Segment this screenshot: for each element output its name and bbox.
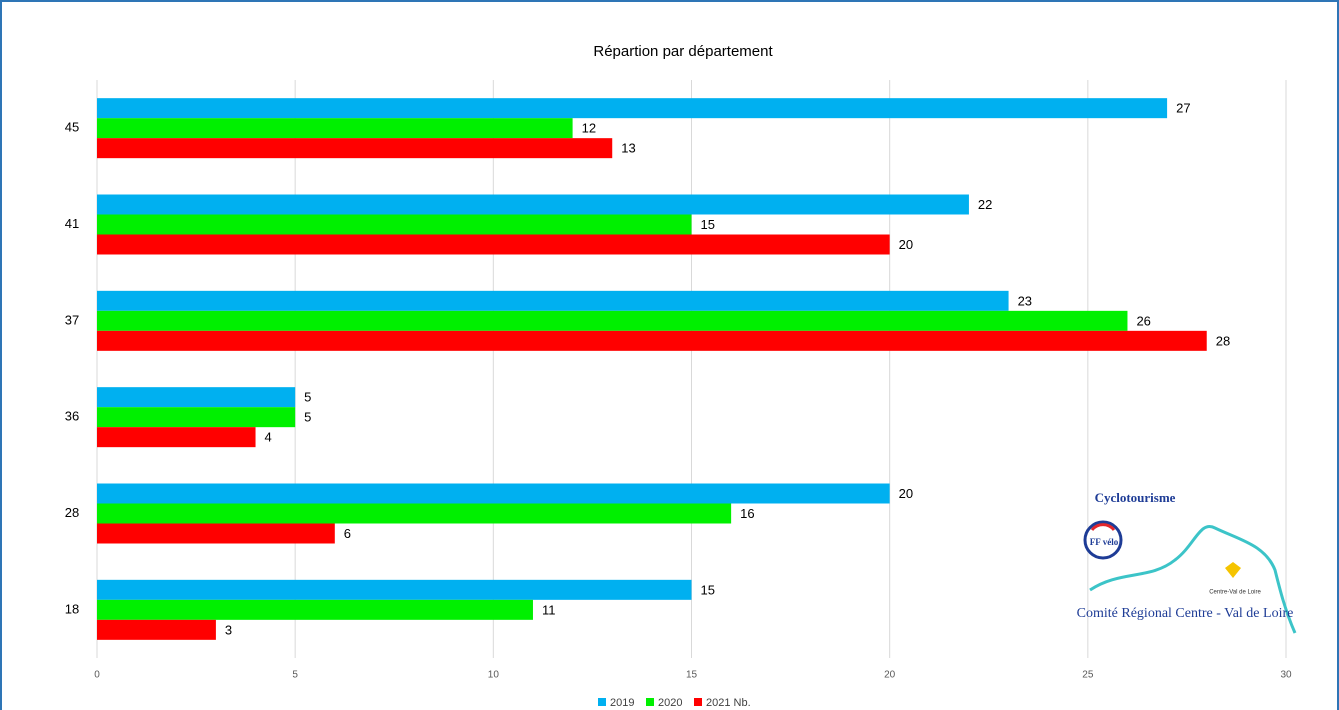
legend-swatch (646, 698, 654, 706)
logo-bottom: Comité Régional Centre - Val de Loire (1077, 606, 1294, 621)
bar (97, 619, 216, 640)
logo-arc (1090, 523, 1116, 532)
bar (97, 138, 613, 159)
bar (97, 483, 890, 504)
bar (97, 503, 732, 524)
data-label: 12 (582, 121, 596, 136)
y-tick-label: 45 (65, 120, 79, 135)
bar (97, 579, 692, 600)
logo: FF vélo Centre-Val de Loire Cyclotourism… (1077, 490, 1297, 634)
x-tick-label: 20 (884, 670, 896, 681)
bar (97, 523, 335, 544)
bar (97, 118, 573, 139)
data-label: 5 (304, 390, 311, 405)
bar (97, 387, 296, 408)
bar (97, 194, 969, 215)
logo-heart (1225, 562, 1241, 578)
y-tick-label: 18 (65, 601, 79, 616)
x-tick-label: 0 (94, 670, 100, 681)
data-label: 20 (899, 237, 913, 252)
bar (97, 234, 890, 255)
bar (97, 427, 256, 448)
logo-top: Cyclotourisme (1095, 490, 1176, 505)
logo-badge-text: FF vélo (1090, 537, 1119, 547)
data-label: 26 (1136, 313, 1150, 328)
y-tick-label: 37 (65, 312, 79, 327)
legend-label: 2020 (658, 697, 682, 709)
data-label: 28 (1216, 333, 1230, 348)
bar (97, 214, 692, 235)
data-label: 13 (621, 141, 635, 156)
data-label: 20 (899, 486, 913, 501)
data-label: 15 (701, 582, 715, 597)
y-tick-label: 36 (65, 409, 79, 424)
data-label: 5 (304, 410, 311, 425)
bar (97, 407, 296, 428)
bar (97, 599, 533, 620)
y-tick-label: 28 (65, 505, 79, 520)
legend-swatch (598, 698, 606, 706)
x-tick-label: 10 (488, 670, 500, 681)
data-label: 3 (225, 622, 232, 637)
chart-title: Répartion par département (593, 43, 773, 60)
data-label: 11 (542, 602, 556, 617)
legend-label: 2019 (610, 697, 634, 709)
logo-region: Centre-Val de Loire (1209, 590, 1261, 596)
logo-badge (1083, 520, 1123, 560)
logo-curve (1089, 525, 1297, 634)
legend-swatch (694, 698, 702, 706)
data-label: 27 (1176, 101, 1190, 116)
bar (97, 310, 1128, 331)
bar (97, 290, 1009, 311)
data-label: 22 (978, 197, 992, 212)
y-tick-label: 41 (65, 216, 79, 231)
x-tick-label: 5 (292, 670, 298, 681)
data-label: 4 (265, 430, 272, 445)
data-label: 16 (740, 506, 754, 521)
data-label: 15 (701, 217, 715, 232)
x-tick-label: 25 (1082, 670, 1094, 681)
data-label: 23 (1018, 293, 1032, 308)
legend-label: 2021 Nb. (706, 697, 751, 709)
x-tick-label: 15 (686, 670, 698, 681)
bar (97, 330, 1207, 351)
bar (97, 98, 1168, 119)
data-label: 6 (344, 526, 351, 541)
x-tick-label: 30 (1280, 670, 1292, 681)
